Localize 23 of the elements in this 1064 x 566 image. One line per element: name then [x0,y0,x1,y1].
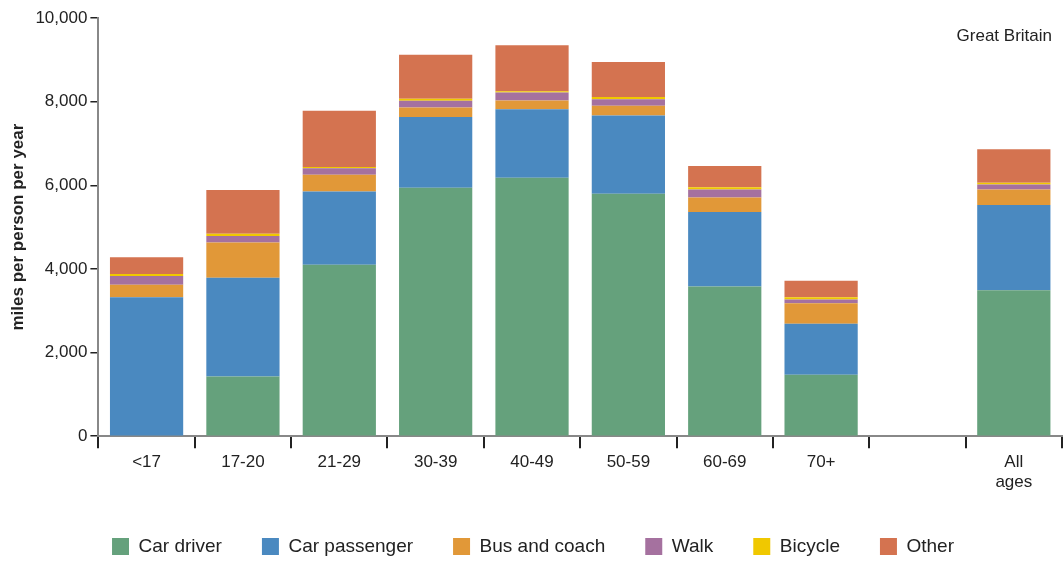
x-tick-label: All ages [995,452,1033,492]
annotation: Great Britain [956,26,1052,46]
y-axis-title: miles per person per year [7,123,27,331]
y-tick-label: 6,000 [44,174,88,194]
legend-label: Other [906,534,955,556]
x-tick-label: 40-49 [510,452,554,472]
y-tick-label: 8,000 [44,91,88,111]
legend-label: Bicycle [779,534,840,556]
x-tick-label: 30-39 [413,452,458,472]
legend-label: Car driver [138,534,223,556]
legend-label: Bus and coach [479,534,606,556]
y-tick-label: 10,000 [35,7,88,27]
x-tick-label: 17-20 [221,452,265,472]
y-tick-label: 0 [77,425,88,445]
y-tick-label: 4,000 [44,258,88,278]
y-tick-label: 2,000 [44,342,88,362]
legend-label: Walk [671,534,714,556]
legend-label: Car passenger [288,534,414,556]
x-tick-label: 70+ [806,452,836,472]
x-tick-label: 50-59 [606,452,651,472]
x-tick-label: 60-69 [703,452,747,472]
x-tick-label: 21-29 [317,452,362,472]
x-tick-label: <17 [132,452,161,472]
